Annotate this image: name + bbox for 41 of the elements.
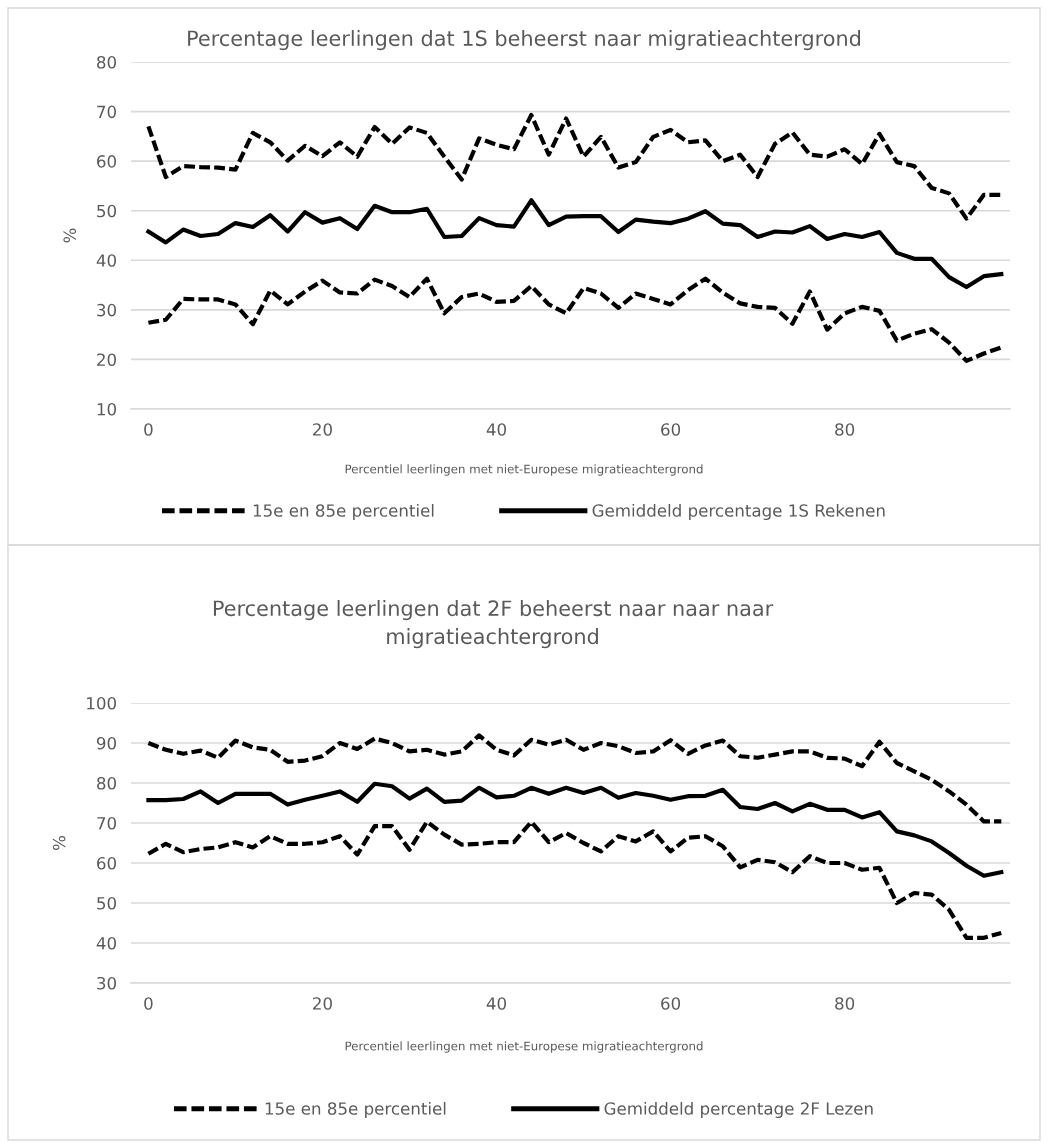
- y-tick-label: 10: [97, 402, 116, 416]
- y-tick-label: 90: [96, 736, 116, 750]
- x-tick-label: 20: [313, 423, 332, 436]
- line-series: [146, 781, 1004, 878]
- y-tick-label: 40: [96, 254, 116, 267]
- y-axis-title: %: [63, 228, 77, 243]
- x-axis-title: Percentiel leerlingen met niet-Europese migratieachtergrond: [345, 1041, 703, 1053]
- x-tick-label: 60: [661, 423, 681, 436]
- y-axis-title: %: [52, 836, 66, 850]
- x-axis-title: Percentiel leerlingen met niet-Europese migratieachtergrond: [345, 464, 703, 476]
- y-tick-label: 30: [97, 303, 116, 317]
- y-tick-label: 50: [97, 204, 116, 218]
- x-tick-label: 80: [835, 997, 855, 1010]
- x-tick-label: 80: [835, 423, 855, 436]
- y-tick-label: 20: [97, 353, 116, 366]
- x-tick-label: 0: [144, 423, 153, 436]
- legend-label: Gemiddeld percentage 1S Rekenen: [592, 503, 885, 521]
- line-series: [146, 198, 1004, 290]
- x-tick-label: 40: [486, 997, 507, 1010]
- legend-label: Gemiddeld percentage 2F Lezen: [604, 1101, 873, 1119]
- y-tick-label: 40: [96, 936, 116, 950]
- y-tick-label: 60: [97, 856, 116, 870]
- x-tick-label: 40: [486, 423, 507, 436]
- chart-title: Percentage leerlingen dat 2F beheerst naar naar naar migratieachtergrond: [213, 600, 774, 649]
- y-tick-label: 60: [97, 155, 116, 168]
- legend-label: 15e en 85e percentiel: [253, 503, 434, 521]
- y-tick-label: 70: [97, 105, 116, 119]
- x-tick-label: 60: [661, 997, 681, 1010]
- y-tick-label: 80: [97, 55, 116, 69]
- y-tick-label: 50: [97, 896, 116, 910]
- y-tick-label: 70: [97, 816, 116, 830]
- y-tick-label: 30: [97, 976, 116, 990]
- line-series: [146, 276, 1004, 364]
- y-tick-label: 100: [87, 696, 116, 710]
- chart-title: Percentage leerlingen dat 1S beheerst naar migratieachtergrond: [188, 30, 861, 51]
- y-tick-label: 80: [97, 776, 116, 790]
- line-series: [146, 819, 1004, 940]
- x-tick-label: 20: [313, 997, 332, 1010]
- line-series: [146, 733, 1004, 824]
- legend-label: 15e en 85e percentiel: [265, 1101, 446, 1119]
- x-tick-label: 0: [144, 997, 153, 1010]
